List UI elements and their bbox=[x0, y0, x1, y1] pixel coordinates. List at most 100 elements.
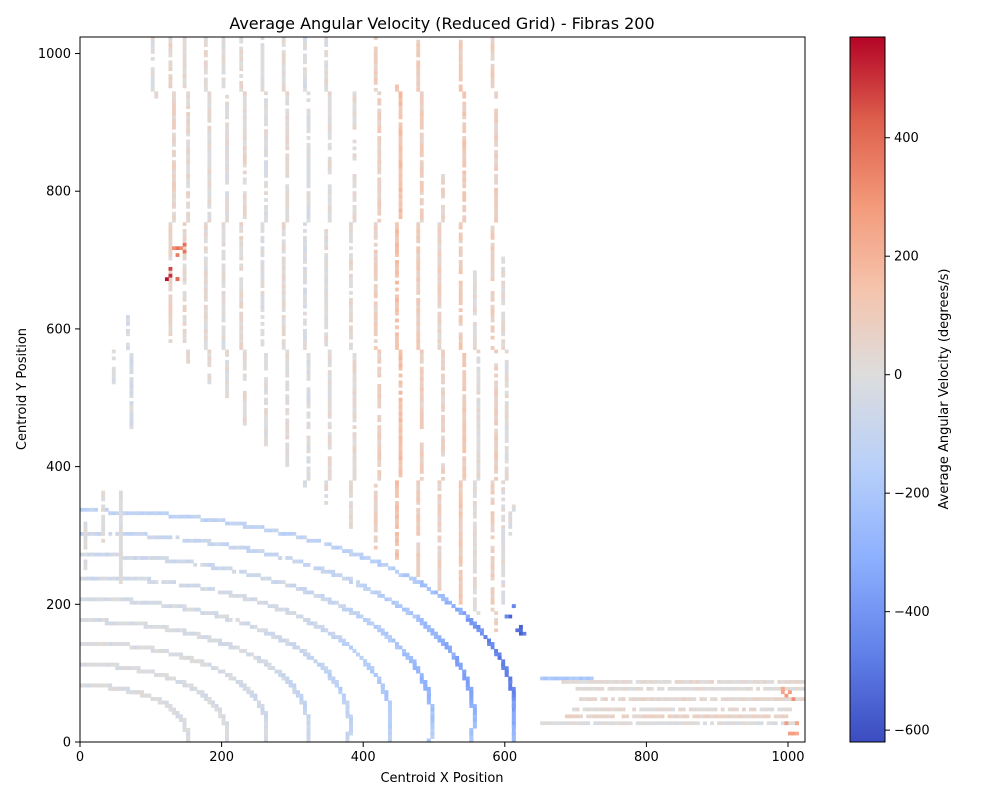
heatmap-cell bbox=[303, 253, 307, 257]
heatmap-cell bbox=[327, 597, 332, 602]
heatmap-cell bbox=[504, 425, 509, 430]
heatmap-cell bbox=[419, 149, 424, 154]
heatmap-cell bbox=[129, 576, 134, 581]
heatmap-cell bbox=[285, 108, 290, 113]
heatmap-cell bbox=[182, 74, 187, 78]
heatmap-cell bbox=[352, 208, 357, 213]
heatmap-cell bbox=[285, 215, 290, 220]
heatmap-cell bbox=[172, 559, 176, 564]
heatmap-cell bbox=[377, 397, 382, 402]
heatmap-cell bbox=[271, 528, 275, 533]
heatmap-cell bbox=[490, 590, 495, 595]
heatmap-cell bbox=[416, 542, 421, 547]
heatmap-cell bbox=[490, 556, 495, 560]
heatmap-cell bbox=[285, 380, 290, 385]
heatmap-cell bbox=[225, 122, 229, 127]
heatmap-cell bbox=[596, 680, 601, 684]
heatmap-cell bbox=[476, 408, 481, 412]
heatmap-cell bbox=[122, 511, 127, 516]
heatmap-cell bbox=[416, 70, 421, 75]
heatmap-cell bbox=[118, 497, 123, 502]
heatmap-cell bbox=[462, 194, 467, 199]
heatmap-cell bbox=[504, 449, 509, 454]
heatmap-cell bbox=[281, 81, 286, 85]
heatmap-cell bbox=[260, 253, 265, 257]
heatmap-cell bbox=[472, 297, 477, 302]
heatmap-cell bbox=[186, 132, 191, 137]
heatmap-cell bbox=[108, 642, 113, 646]
heatmap-cell bbox=[377, 401, 382, 405]
heatmap-cell bbox=[207, 363, 212, 368]
heatmap-cell bbox=[129, 387, 134, 392]
heatmap-cell bbox=[239, 277, 244, 282]
heatmap-cell bbox=[264, 366, 268, 371]
heatmap-cell bbox=[182, 308, 187, 312]
heatmap-cell bbox=[646, 721, 651, 726]
heatmap-cell bbox=[416, 518, 421, 522]
heatmap-cell bbox=[504, 390, 509, 395]
heatmap-cell bbox=[501, 256, 506, 261]
heatmap-cell bbox=[239, 235, 244, 240]
heatmap-cell bbox=[186, 538, 191, 543]
heatmap-cell bbox=[664, 680, 668, 684]
heatmap-cell bbox=[327, 198, 332, 202]
heatmap-cell bbox=[168, 308, 173, 312]
heatmap-cell bbox=[462, 146, 467, 151]
heatmap-cell bbox=[203, 63, 208, 68]
heatmap-cell bbox=[419, 139, 424, 144]
heatmap-cell bbox=[242, 686, 247, 691]
heatmap-cell bbox=[749, 721, 753, 726]
heatmap-cell bbox=[264, 118, 268, 123]
heatmap-cell bbox=[398, 356, 403, 361]
heatmap-cell bbox=[600, 697, 605, 701]
y-axis-label: Centroid Y Position bbox=[15, 328, 30, 450]
heatmap-cell bbox=[164, 676, 169, 681]
heatmap-cell bbox=[331, 680, 336, 684]
heatmap-cell bbox=[398, 170, 403, 175]
heatmap-cell bbox=[469, 618, 474, 622]
heatmap-cell bbox=[405, 607, 410, 612]
heatmap-cell bbox=[387, 704, 392, 708]
heatmap-cell bbox=[699, 707, 704, 712]
heatmap-cell bbox=[395, 325, 399, 330]
heatmap-cell bbox=[501, 559, 506, 564]
heatmap-cell bbox=[214, 566, 219, 571]
heatmap-cell bbox=[377, 170, 382, 175]
heatmap-cell bbox=[419, 421, 424, 426]
heatmap-cell bbox=[572, 721, 576, 726]
heatmap-cell bbox=[387, 738, 392, 742]
heatmap-cell bbox=[579, 697, 583, 701]
heatmap-cell bbox=[186, 156, 191, 161]
heatmap-cell bbox=[129, 390, 134, 395]
heatmap-cell bbox=[242, 394, 247, 399]
heatmap-cell bbox=[416, 315, 421, 319]
heatmap-cell bbox=[494, 125, 499, 130]
heatmap-cell bbox=[419, 146, 424, 151]
heatmap-cell bbox=[260, 322, 265, 326]
heatmap-cell bbox=[306, 153, 311, 158]
heatmap-cell bbox=[437, 569, 442, 574]
heatmap-cell bbox=[564, 714, 569, 719]
heatmap-cell bbox=[717, 714, 722, 719]
heatmap-cell bbox=[182, 683, 187, 688]
heatmap-cell bbox=[161, 535, 166, 540]
heatmap-cell bbox=[377, 418, 382, 423]
heatmap-cell bbox=[225, 566, 229, 571]
heatmap-cell bbox=[419, 449, 424, 454]
heatmap-cell bbox=[416, 260, 421, 264]
heatmap-cell bbox=[281, 229, 286, 233]
heatmap-cell bbox=[264, 383, 268, 388]
heatmap-cell bbox=[472, 704, 477, 708]
heatmap-cell bbox=[426, 690, 431, 695]
heatmap-cell bbox=[695, 714, 700, 719]
heatmap-cell bbox=[172, 676, 176, 681]
heatmap-cell bbox=[260, 304, 265, 309]
heatmap-cell bbox=[207, 218, 212, 223]
heatmap-cell bbox=[101, 538, 106, 543]
heatmap-cell bbox=[179, 583, 183, 588]
heatmap-cell bbox=[419, 201, 424, 206]
heatmap-cell bbox=[398, 380, 403, 385]
heatmap-cell bbox=[207, 194, 212, 199]
heatmap-cell bbox=[133, 576, 137, 581]
heatmap-cell bbox=[253, 697, 258, 701]
